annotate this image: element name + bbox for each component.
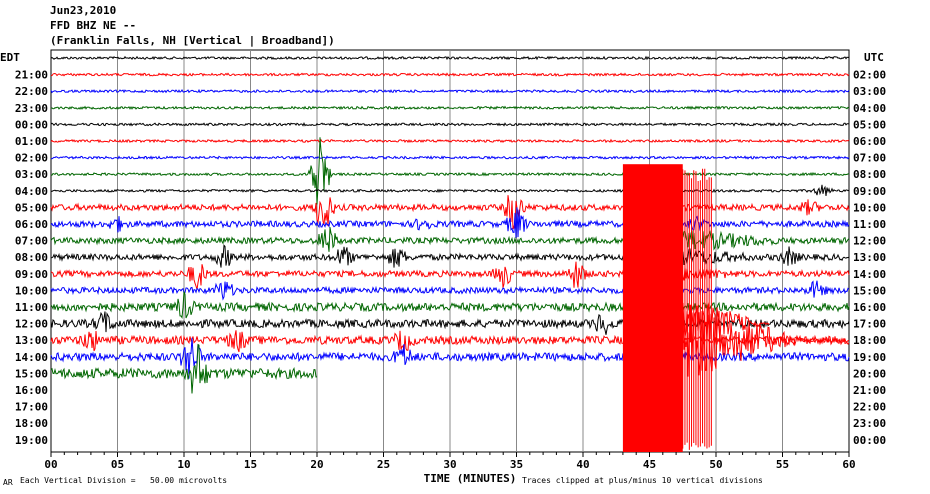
x-tick-label: 05: [111, 458, 124, 471]
x-tick-label: 30: [443, 458, 456, 471]
left-hour-label: 11:00: [15, 301, 48, 314]
x-tick-label: 00: [44, 458, 57, 471]
x-tick-label: 45: [643, 458, 656, 471]
seismic-trace: [50, 55, 850, 61]
right-axis-title: UTC: [864, 51, 884, 64]
left-hour-label: 23:00: [15, 102, 48, 115]
right-hour-label: 06:00: [853, 135, 886, 148]
corner-mark: AR: [3, 478, 13, 487]
left-hour-label: 08:00: [15, 251, 48, 264]
earthquake-coda: [682, 302, 770, 350]
right-hour-label: 04:00: [853, 102, 886, 115]
seismic-trace: [50, 88, 850, 94]
seismic-trace: [50, 244, 850, 268]
right-hour-label: 20:00: [853, 367, 886, 380]
x-tick-label: 25: [377, 458, 390, 471]
x-tick-label: 50: [709, 458, 722, 471]
right-hour-label: 12:00: [853, 235, 886, 248]
left-hour-label: 04:00: [15, 185, 48, 198]
seismic-trace: [50, 343, 318, 394]
right-hour-label: 03:00: [853, 85, 886, 98]
right-hour-label: 16:00: [853, 301, 886, 314]
right-hour-label: 11:00: [853, 218, 886, 231]
seismic-trace: [50, 195, 850, 230]
right-hour-label: 18:00: [853, 334, 886, 347]
right-hour-label: 02:00: [853, 69, 886, 82]
left-hour-label: 10:00: [15, 284, 48, 297]
x-tick-label: 10: [177, 458, 190, 471]
chart-date: Jun23,2010: [50, 4, 117, 17]
earthquake-coda: [682, 302, 850, 377]
left-hour-label: 06:00: [15, 218, 48, 231]
left-hour-label: 18:00: [15, 417, 48, 430]
seismic-trace: [51, 155, 850, 161]
right-hour-label: 22:00: [853, 401, 886, 414]
seismic-trace: [50, 226, 850, 255]
left-hour-label: 19:00: [15, 434, 48, 447]
right-hour-label: 13:00: [853, 251, 886, 264]
right-hour-label: 05:00: [853, 118, 886, 131]
left-hour-label: 12:00: [15, 318, 48, 331]
right-hour-label: 21:00: [853, 384, 886, 397]
right-hour-label: 08:00: [853, 168, 886, 181]
scale-note: Each Vertical Division = 50.00 microvolt…: [20, 476, 228, 485]
left-hour-label: 13:00: [15, 334, 48, 347]
right-hour-label: 07:00: [853, 152, 886, 165]
left-hour-label: 14:00: [15, 351, 48, 364]
x-tick-label: 40: [576, 458, 589, 471]
seismic-trace: [50, 105, 850, 111]
x-tick-label: 35: [510, 458, 523, 471]
right-hour-label: 10:00: [853, 201, 886, 214]
left-hour-label: 17:00: [15, 401, 48, 414]
seismic-trace: [50, 138, 850, 144]
right-hour-label: 17:00: [853, 318, 886, 331]
right-hour-label: 14:00: [853, 268, 886, 281]
left-hour-label: 16:00: [15, 384, 48, 397]
seismic-trace: [50, 261, 850, 290]
left-hour-label: 21:00: [15, 69, 48, 82]
right-hour-label: 15:00: [853, 284, 886, 297]
seismic-trace: [50, 330, 850, 353]
seismic-trace: [50, 207, 850, 238]
right-hour-label: 19:00: [853, 351, 886, 364]
left-hour-label: 07:00: [15, 235, 48, 248]
left-hour-label: 09:00: [15, 268, 48, 281]
left-hour-label: 02:00: [15, 152, 48, 165]
left-axis-title: EDT: [0, 51, 20, 64]
left-hour-label: 01:00: [15, 135, 48, 148]
right-hour-label: 23:00: [853, 417, 886, 430]
clip-note: Traces clipped at plus/minus 10 vertical…: [522, 476, 763, 485]
seismic-trace: [50, 184, 850, 197]
left-hour-label: 15:00: [15, 367, 48, 380]
x-axis-title: TIME (MINUTES): [424, 472, 517, 485]
seismic-trace: [50, 291, 850, 319]
chart-station: FFD BHZ NE --: [50, 19, 137, 32]
right-hour-label: 00:00: [853, 434, 886, 447]
x-tick-label: 20: [310, 458, 323, 471]
x-tick-label: 55: [776, 458, 789, 471]
left-hour-label: 03:00: [15, 168, 48, 181]
seismic-trace: [50, 72, 850, 77]
left-hour-label: 00:00: [15, 118, 48, 131]
seismic-trace: [50, 137, 850, 205]
left-hour-label: 05:00: [15, 201, 48, 214]
x-tick-label: 60: [842, 458, 855, 471]
left-hour-label: 22:00: [15, 85, 48, 98]
earthquake-clip-block: [622, 164, 683, 452]
seismic-trace: [50, 122, 850, 127]
chart-location: (Franklin Falls, NH [Vertical | Broadban…: [50, 34, 335, 47]
x-tick-label: 15: [244, 458, 257, 471]
right-hour-label: 09:00: [853, 185, 886, 198]
